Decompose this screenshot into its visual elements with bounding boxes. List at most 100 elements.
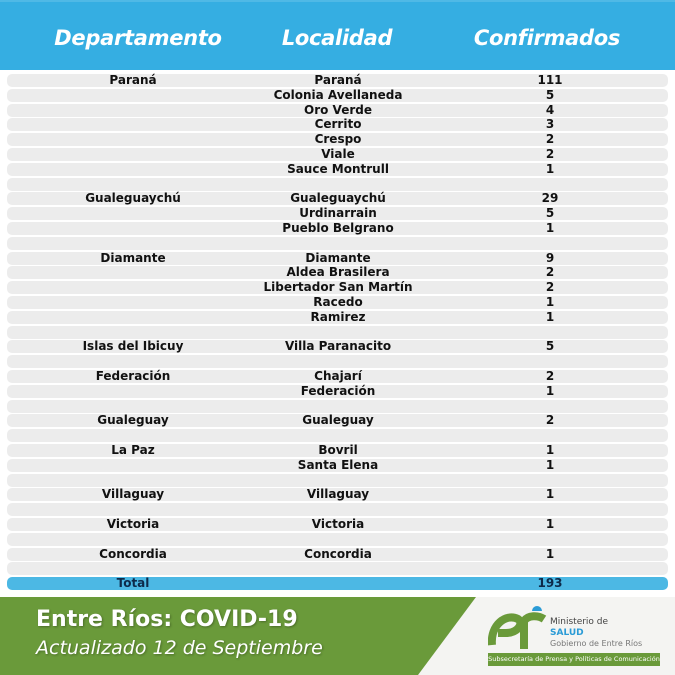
departamento-cell: Paraná: [109, 73, 157, 87]
table-row: [7, 503, 668, 517]
confirmados-cell: 2: [545, 280, 555, 295]
table-row: [7, 325, 668, 339]
table-row: Gualeguaychú Gualeguaychú 29: [7, 191, 668, 206]
total-row: Total 193: [7, 576, 668, 591]
confirmados-cell: 1: [545, 517, 555, 531]
table-row: Aldea Brasilera 2: [7, 265, 668, 280]
column-header-confirmados: Confirmados: [473, 26, 621, 50]
localidad-cell: Libertador San Martín: [263, 280, 413, 295]
confirmados-cell: 9: [545, 250, 555, 265]
confirmados-cell: 1: [545, 221, 555, 235]
table-row: Colonia Avellaneda 5: [7, 87, 668, 102]
table-row: Diamante Diamante 9: [7, 250, 668, 265]
table-row: Victoria Victoria 1: [7, 517, 668, 531]
departamento-cell: La Paz: [111, 443, 155, 457]
table-row: [7, 562, 668, 576]
departamento-cell: Islas del Ibicuy: [82, 339, 184, 354]
table-header: Departamento Localidad Confirmados: [0, 0, 675, 70]
localidad-cell: Aldea Brasilera: [286, 265, 390, 280]
table-row: Sauce Montrull 1: [7, 161, 668, 176]
confirmados-cell: 1: [545, 457, 555, 472]
localidad-cell: Oro Verde: [304, 102, 372, 117]
table-row: [7, 399, 668, 413]
table-row: Santa Elena 1: [7, 457, 668, 472]
footer: Entre Ríos: COVID-19 Actualizado 12 de S…: [0, 597, 675, 675]
table-row: [7, 473, 668, 487]
logo-ministerio: Ministerio de: [550, 617, 609, 627]
table-row: Ramirez 1: [7, 309, 668, 324]
table-row: Concordia Concordia 1: [7, 546, 668, 561]
departamento-cell: Gualeguaychú: [85, 191, 181, 206]
confirmados-cell: 5: [545, 206, 555, 221]
localidad-cell: Bovril: [318, 443, 358, 457]
column-header-departamento: Departamento: [54, 26, 222, 50]
table-row: Federación 1: [7, 383, 668, 398]
confirmados-cell: 2: [545, 147, 555, 161]
localidad-cell: Colonia Avellaneda: [273, 87, 403, 102]
localidad-cell: Concordia: [304, 546, 372, 561]
confirmados-cell: 2: [545, 413, 555, 428]
localidad-cell: Sauce Montrull: [287, 161, 389, 176]
table-row: Crespo 2: [7, 132, 668, 147]
confirmados-cell: 111: [537, 73, 563, 87]
footer-title: Entre Ríos: COVID-19: [36, 607, 298, 632]
localidad-cell: Chajarí: [314, 369, 362, 383]
localidad-cell: Villaguay: [306, 487, 370, 502]
confirmados-cell: 2: [545, 132, 555, 147]
confirmados-cell: 2: [545, 265, 555, 280]
total-value: 193: [537, 576, 563, 591]
confirmados-cell: 1: [545, 546, 555, 561]
table-row: Pueblo Belgrano 1: [7, 221, 668, 235]
localidad-cell: Viale: [321, 147, 355, 161]
localidad-cell: Santa Elena: [297, 457, 379, 472]
localidad-cell: Urdinarrain: [299, 206, 377, 221]
table-row: Viale 2: [7, 147, 668, 161]
table-row: Islas del Ibicuy Villa Paranacito 5: [7, 339, 668, 354]
table-row: Villaguay Villaguay 1: [7, 487, 668, 502]
total-label: Total: [116, 576, 150, 591]
table-row: Federación Chajarí 2: [7, 369, 668, 383]
table-row: [7, 429, 668, 443]
table-row: Racedo 1: [7, 295, 668, 309]
table-row: [7, 355, 668, 369]
confirmados-cell: 1: [545, 309, 555, 324]
localidad-cell: Villa Paranacito: [284, 339, 392, 354]
confirmados-cell: 1: [545, 295, 555, 309]
localidad-cell: Gualeguaychú: [290, 191, 386, 206]
er-logo-icon: [488, 606, 547, 649]
logo-subsecretaria-band: Subsecretaría de Prensa y Políticas de C…: [488, 653, 660, 666]
column-header-localidad: Localidad: [281, 26, 393, 50]
table-row: [7, 177, 668, 191]
localidad-cell: Crespo: [314, 132, 362, 147]
localidad-cell: Gualeguay: [302, 413, 374, 428]
confirmados-cell: 1: [545, 161, 555, 176]
table-row: [7, 236, 668, 250]
footer-green-banner: [0, 597, 476, 675]
departamento-cell: Gualeguay: [97, 413, 169, 428]
localidad-cell: Racedo: [313, 295, 363, 309]
confirmados-cell: 1: [545, 383, 555, 398]
table-row: La Paz Bovril 1: [7, 443, 668, 457]
table-row: Libertador San Martín 2: [7, 280, 668, 295]
table-row: Oro Verde 4: [7, 102, 668, 117]
table-row: Cerrito 3: [7, 117, 668, 132]
departamento-cell: Concordia: [99, 546, 167, 561]
confirmados-cell: 29: [541, 191, 559, 206]
confirmados-cell: 4: [545, 102, 555, 117]
logo-gobierno: Gobierno de Entre Ríos: [550, 639, 643, 648]
localidad-cell: Victoria: [311, 517, 365, 531]
table-row: Gualeguay Gualeguay 2: [7, 413, 668, 428]
confirmados-cell: 2: [545, 369, 555, 383]
departamento-cell: Diamante: [100, 250, 166, 265]
table-row: Paraná Paraná 111: [7, 73, 668, 87]
localidad-cell: Ramirez: [310, 309, 366, 324]
logo-salud: SALUD: [550, 628, 584, 638]
localidad-cell: Cerrito: [314, 117, 362, 132]
confirmados-cell: 3: [545, 117, 555, 132]
departamento-cell: Villaguay: [101, 487, 165, 502]
confirmados-cell: 1: [545, 487, 555, 502]
localidad-cell: Federación: [300, 383, 376, 398]
footer-subtitle: Actualizado 12 de Septiembre: [36, 637, 323, 659]
table-row: [7, 532, 668, 546]
confirmados-cell: 5: [545, 87, 555, 102]
